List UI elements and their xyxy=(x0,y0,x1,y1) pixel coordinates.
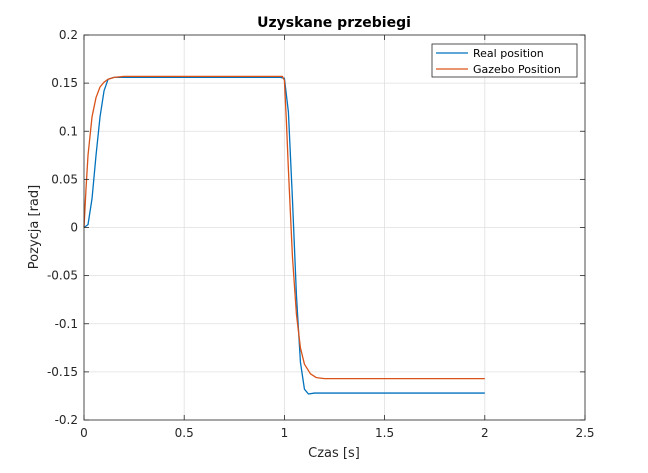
x-tick-label: 2.5 xyxy=(575,426,594,440)
x-tick-label: 0 xyxy=(80,426,88,440)
y-axis-label: Pozycja [rad] xyxy=(27,185,42,269)
x-axis-label: Czas [s] xyxy=(308,446,360,461)
x-tick-label: 2 xyxy=(481,426,489,440)
y-tick-label: 0 xyxy=(70,221,78,235)
y-tick-label: -0.1 xyxy=(55,317,78,331)
y-tick-label: 0.15 xyxy=(51,76,78,90)
series-line-real-position xyxy=(83,76,485,395)
series-line-gazebo-position xyxy=(83,75,485,380)
y-tick-label: 0.1 xyxy=(59,124,78,138)
x-tick-label: 0.5 xyxy=(175,426,194,440)
y-tick-label: 0.05 xyxy=(51,172,78,186)
y-tick-label: 0.2 xyxy=(59,28,78,42)
legend-label-real-position: Real position xyxy=(473,47,544,60)
ticks: 0 0.5 1 1.5 2 2.5 -0.2 -0.15 -0.1 -0.05 0 0.05 0.1 0.… xyxy=(47,28,595,440)
legend-box xyxy=(431,43,578,78)
x-tick-label: 1.5 xyxy=(375,426,394,440)
x-tick-label: 1 xyxy=(281,426,289,440)
chart-title: Uzyskane przebiegi xyxy=(257,15,411,31)
series-layer xyxy=(83,75,485,395)
y-tick-label: -0.15 xyxy=(47,365,78,379)
y-tick-label: -0.2 xyxy=(55,413,78,427)
legend: Real position Gazebo Position xyxy=(431,43,578,78)
legend-label-gazebo-position: Gazebo Position xyxy=(473,63,561,76)
y-tick-label: -0.05 xyxy=(47,269,78,283)
